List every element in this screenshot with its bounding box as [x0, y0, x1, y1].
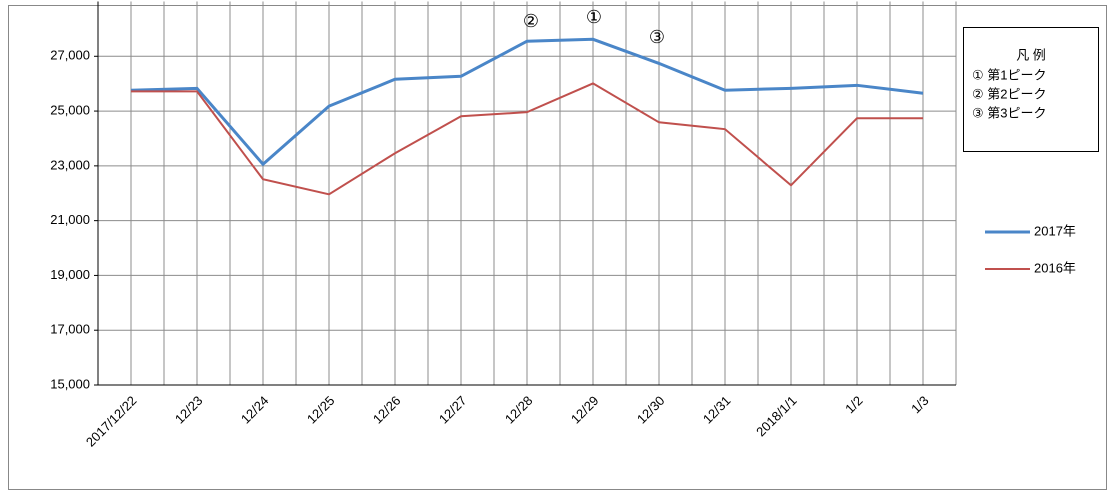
- x-tick-label: 12/25: [304, 393, 338, 427]
- x-tick-label: 2018/1/1: [753, 393, 799, 439]
- peak-legend-title: 凡 例: [1016, 47, 1046, 62]
- x-tick-label: 12/23: [172, 393, 206, 427]
- y-tick-label: 15,000: [50, 376, 90, 391]
- y-tick-label: 17,000: [50, 322, 90, 337]
- legend-label: 2017年: [1034, 223, 1076, 238]
- x-tick-label: 12/30: [634, 393, 668, 427]
- y-tick-label: 21,000: [50, 212, 90, 227]
- x-tick-label: 12/29: [568, 393, 602, 427]
- y-tick-label: 27,000: [50, 48, 90, 63]
- chart-frame: [8, 5, 1107, 490]
- annotation: ②: [523, 11, 539, 31]
- x-tick-label: 12/24: [238, 393, 272, 427]
- x-tick-label: 12/27: [436, 393, 470, 427]
- peak-legend-box: [963, 27, 1099, 152]
- legend-label: 2016年: [1034, 260, 1076, 275]
- peak-legend-item: ① 第1ピーク: [972, 67, 1047, 82]
- series-line: [130, 37, 924, 167]
- peak-legend-item: ② 第2ピーク: [972, 86, 1047, 101]
- y-tick-label: 19,000: [50, 267, 90, 282]
- annotation: ③: [649, 27, 665, 47]
- series-line: [131, 82, 923, 196]
- x-tick-label: 12/26: [370, 393, 404, 427]
- annotation: ①: [586, 7, 602, 27]
- x-tick-label: 1/2: [842, 393, 865, 416]
- y-tick-label: 23,000: [50, 157, 90, 172]
- y-tick-label: 25,000: [50, 103, 90, 118]
- x-tick-label: 12/31: [700, 393, 734, 427]
- x-tick-label: 1/3: [908, 393, 931, 416]
- x-tick-label: 12/28: [502, 393, 536, 427]
- peak-legend-item: ③ 第3ピーク: [972, 105, 1047, 120]
- x-tick-label: 2017/12/22: [83, 393, 140, 450]
